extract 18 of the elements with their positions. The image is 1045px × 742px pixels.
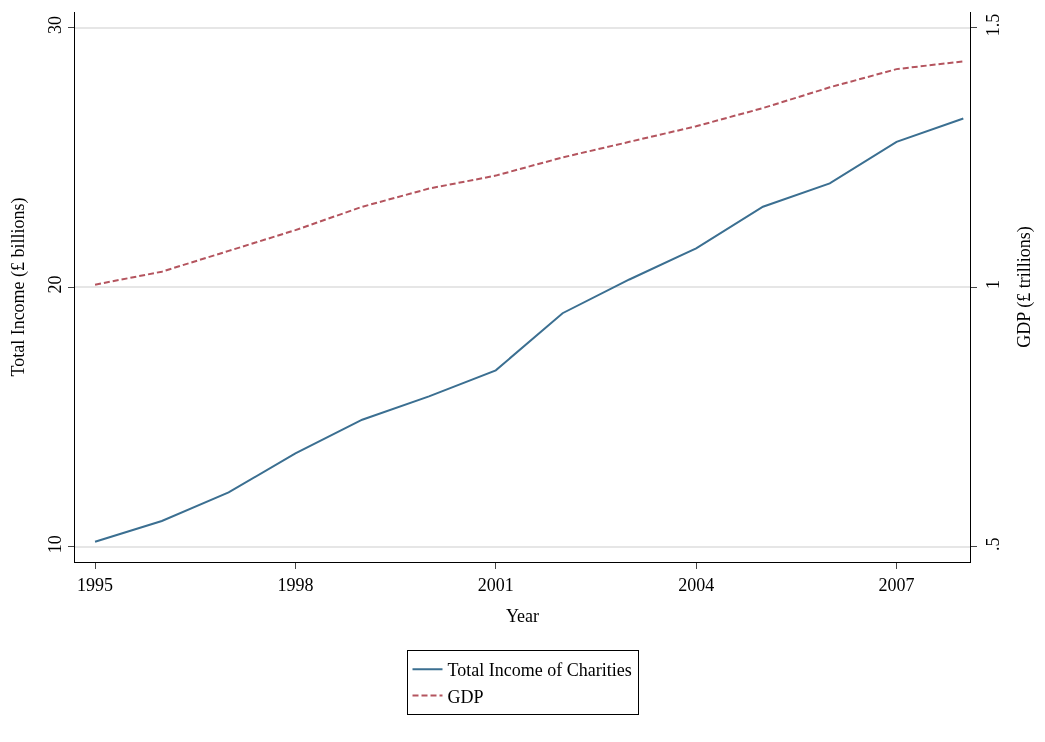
x-tick-label: 2004: [678, 574, 715, 595]
y-tick-label: 30: [44, 15, 65, 34]
line-series: [94, 60, 965, 286]
x-tick-label: 2001: [477, 574, 514, 595]
y-tick-label: 20: [44, 275, 65, 294]
legend-label: GDP: [447, 686, 484, 707]
x-tick-label: 1995: [77, 574, 114, 595]
y2-axis-title: GDP (£ trillions): [1013, 226, 1035, 348]
line-series: [94, 117, 965, 543]
y2-tick-label: 1: [982, 280, 1003, 290]
legend-label: Total Income of Charities: [447, 660, 632, 681]
y-tick-label: 10: [44, 535, 65, 554]
x-tick-label: 2007: [878, 574, 915, 595]
x-axis-title: Year: [505, 605, 540, 626]
x-tick-label: 1998: [277, 574, 314, 595]
y2-tick-label: 1.5: [982, 13, 1003, 37]
y2-tick-label: .5: [982, 537, 1003, 551]
y-axis-title: Total Income (£ billions): [8, 197, 29, 377]
